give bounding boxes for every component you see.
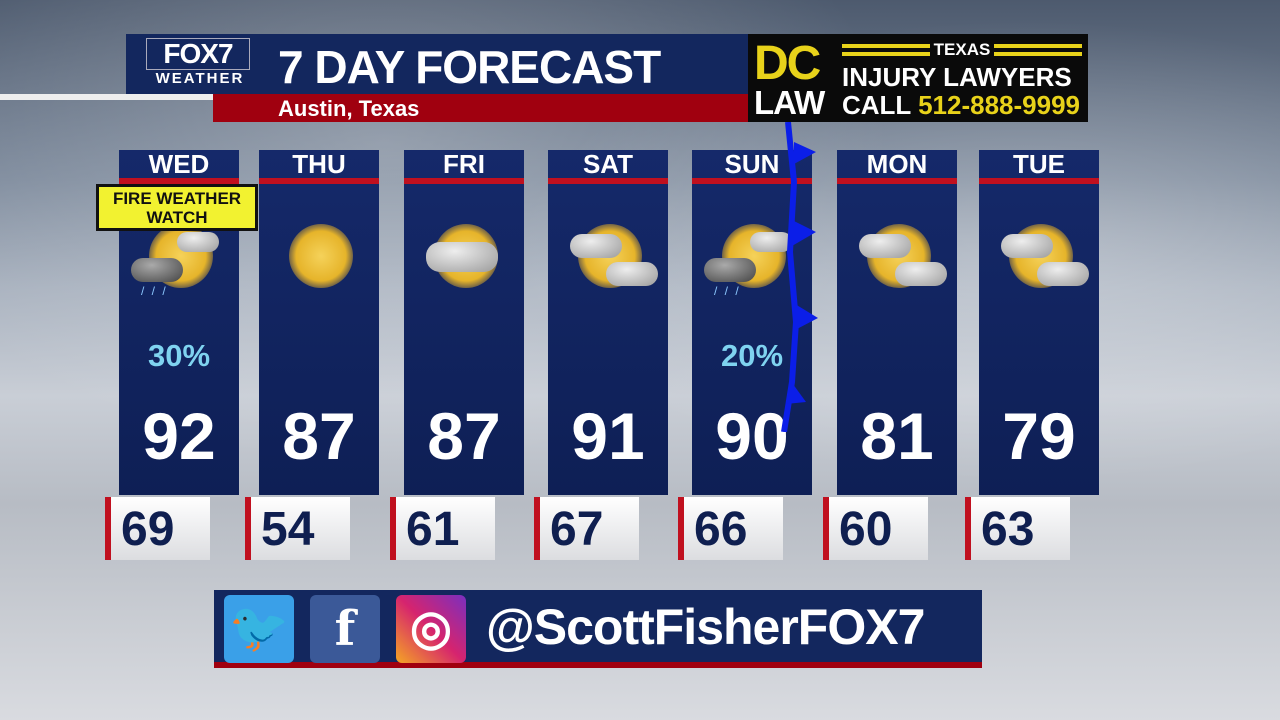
- ad-texas-text: TEXAS: [929, 40, 995, 59]
- cloud-icon: [859, 234, 911, 258]
- ad-call-label: CALL: [842, 90, 911, 120]
- low-temp: 54: [245, 497, 350, 560]
- cloud-icon: [895, 262, 947, 286]
- low-temp: 61: [390, 497, 495, 560]
- low-temp: 66: [678, 497, 783, 560]
- logo-bottom: WEATHER: [155, 70, 245, 87]
- cloud-icon: [750, 232, 792, 252]
- day-label: MON: [866, 149, 928, 179]
- low-temp: 63: [965, 497, 1070, 560]
- header-panel: [126, 34, 750, 94]
- ad-law: LAW: [754, 84, 825, 121]
- cloud-icon: [570, 234, 622, 258]
- day-label: FRI: [443, 149, 485, 179]
- social-handle: @ScottFisherFOX7: [486, 599, 925, 655]
- rain-icon: / / /: [714, 284, 741, 298]
- red-stripe: [979, 178, 1099, 184]
- day-label: SUN: [724, 149, 780, 179]
- sun-icon: [289, 224, 353, 288]
- cloud-icon: [177, 232, 219, 252]
- cold-front-line: [781, 122, 818, 432]
- ad-texas: TEXAS: [842, 40, 1082, 60]
- facebook-icon: f: [310, 595, 380, 663]
- day-label: SAT: [582, 149, 634, 179]
- location: Austin, Texas: [278, 96, 420, 121]
- rain-icon: / / /: [141, 284, 168, 298]
- low-temp: 67: [534, 497, 639, 560]
- high-temp: 87: [282, 399, 356, 473]
- ad-injury: INJURY LAWYERS: [842, 62, 1072, 92]
- location-bar: [213, 94, 750, 122]
- twitter-icon: 🐦: [224, 595, 294, 663]
- day-column: SAT 91: [548, 150, 668, 495]
- day-column: THU 87: [259, 150, 379, 495]
- day-label: WED: [148, 149, 210, 179]
- ad-call: CALL 512-888-9999: [842, 90, 1080, 121]
- red-stripe: [119, 178, 239, 184]
- day-column: TUE 79: [979, 150, 1099, 495]
- cloud-icon: [1001, 234, 1053, 258]
- rain-cloud-icon: [131, 258, 183, 282]
- day-column: MON 81: [837, 150, 957, 495]
- high-temp: 91: [571, 399, 645, 473]
- divider: [0, 94, 213, 100]
- sponsor-ad: DC LAW TEXAS INJURY LAWYERS CALL 512-888…: [748, 34, 1088, 122]
- instagram-icon: ◎: [396, 595, 466, 663]
- fire-weather-watch-badge: FIRE WEATHER WATCH: [96, 184, 258, 231]
- high-temp: 81: [860, 399, 934, 473]
- day-label: THU: [292, 149, 346, 179]
- cloud-icon: [426, 242, 498, 272]
- fox7-weather-logo: FOX7 WEATHER: [146, 38, 254, 90]
- cloud-icon: [1037, 262, 1089, 286]
- logo-top: FOX7: [146, 38, 250, 70]
- high-temp: 87: [427, 399, 501, 473]
- low-temp: 69: [105, 497, 210, 560]
- red-stripe: [692, 178, 812, 184]
- red-stripe: [548, 178, 668, 184]
- high-temp: 92: [142, 399, 216, 473]
- cloud-icon: [606, 262, 658, 286]
- precip-chance: 30%: [147, 338, 211, 373]
- high-temp: 79: [1002, 399, 1076, 473]
- day-column: FRI 87: [404, 150, 524, 495]
- social-bar: 🐦 f ◎ @ScottFisherFOX7: [214, 590, 982, 668]
- precip-chance: 20%: [720, 338, 784, 373]
- ad-phone: 512-888-9999: [918, 90, 1081, 120]
- red-stripe: [259, 178, 379, 184]
- page-title: 7 DAY FORECAST: [278, 41, 661, 93]
- ad-dc: DC: [754, 37, 821, 90]
- high-temp: 90: [715, 399, 789, 473]
- day-label: TUE: [1013, 149, 1065, 179]
- rain-cloud-icon: [704, 258, 756, 282]
- red-stripe: [404, 178, 524, 184]
- low-temp: 60: [823, 497, 928, 560]
- red-stripe: [837, 178, 957, 184]
